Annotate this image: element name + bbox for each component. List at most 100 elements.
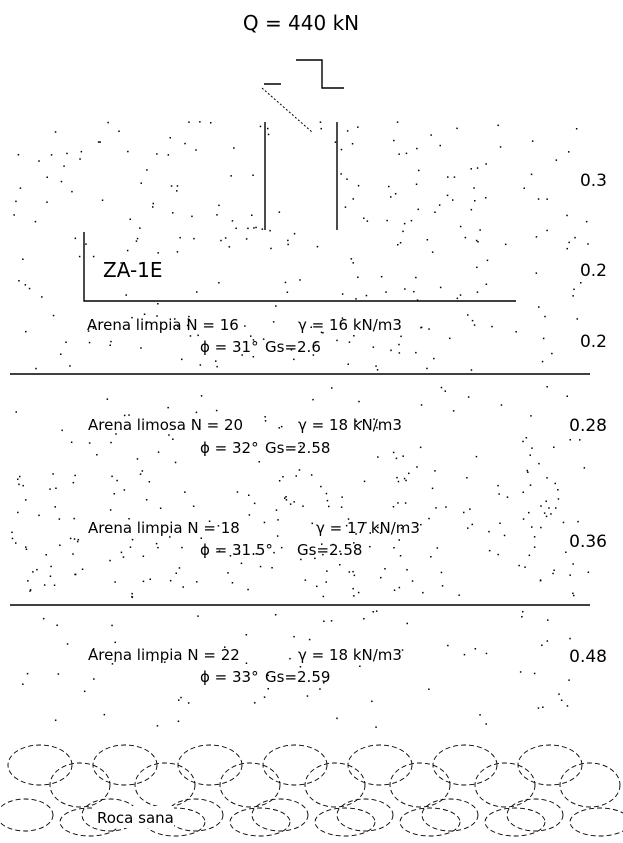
sand-dot (499, 146, 502, 148)
sand-dot (521, 616, 523, 618)
sand-dot (74, 474, 76, 477)
sand-dot (527, 471, 529, 473)
sand-dot (498, 493, 500, 495)
sand-dot (17, 511, 19, 514)
sand-dot (553, 569, 555, 571)
sand-dot (426, 367, 428, 370)
sand-dot (259, 125, 262, 128)
sand-dot (52, 314, 55, 317)
rock-shape (389, 762, 451, 808)
sand-dot (60, 180, 63, 183)
sand-dot (449, 337, 451, 340)
sand-dot (529, 454, 531, 456)
sand-dot (18, 280, 20, 282)
sand-dot (531, 526, 533, 528)
sand-dot (430, 134, 432, 136)
rock-shape (251, 798, 309, 832)
sand-dot (120, 551, 123, 554)
sand-dot (241, 354, 243, 356)
sand-dot (141, 470, 144, 472)
sand-dot (346, 130, 349, 132)
sand-dot (533, 672, 536, 675)
sand-dot (255, 553, 258, 555)
sand-dot (316, 585, 318, 588)
sand-dot (316, 245, 319, 248)
sand-dot (322, 553, 324, 556)
sand-dot (258, 461, 260, 463)
sand-dot (27, 580, 29, 582)
rock-shape (166, 798, 224, 832)
sand-dot (539, 579, 542, 582)
sand-dot (452, 199, 454, 201)
layer-gamma: γ = 17 kN/m3 (316, 519, 420, 537)
sand-dot (42, 617, 45, 620)
sand-dot (227, 572, 229, 574)
sand-dot (25, 548, 28, 550)
sand-dot (535, 236, 538, 238)
layer-phi: ϕ = 33° (200, 668, 259, 686)
sand-dot (57, 673, 60, 675)
sand-dot (253, 227, 255, 229)
sand-dot (321, 543, 323, 545)
sand-dot (293, 232, 296, 235)
sand-dot (323, 682, 325, 684)
sand-dot (459, 294, 462, 296)
sand-dot (107, 121, 109, 124)
sand-dot (244, 325, 246, 327)
sand-dot (58, 518, 61, 520)
sand-dot (488, 530, 490, 533)
sand-dot (467, 527, 469, 529)
sand-dot (267, 133, 270, 136)
sand-dot (397, 502, 399, 504)
sand-dot (392, 451, 395, 454)
sand-dot (22, 484, 24, 487)
sand-dot (131, 316, 133, 319)
layer-name: Arena limosa N = 20 (88, 416, 243, 434)
sand-dot (557, 489, 559, 491)
sand-dot (49, 575, 52, 577)
sand-dot (54, 506, 56, 508)
sand-dot (113, 493, 115, 495)
sand-dot (540, 505, 542, 507)
layer-phi: ϕ = 31.5° (200, 541, 273, 559)
sand-dot (295, 475, 297, 477)
sand-dot (110, 340, 112, 343)
sand-dot (395, 457, 398, 460)
sand-dot (230, 175, 232, 177)
sand-dot (397, 244, 399, 246)
sand-dot (306, 695, 309, 697)
layer-name: Arena limpia N = 22 (88, 646, 240, 664)
sand-dot (74, 237, 77, 240)
sand-dot (486, 259, 489, 262)
sand-dot (300, 558, 302, 561)
sand-dot (122, 556, 125, 558)
sand-dot (11, 537, 14, 540)
sand-dot (422, 591, 424, 594)
sand-dot (285, 499, 288, 501)
sand-dot (538, 462, 540, 465)
sand-dot (253, 502, 256, 505)
sand-dot (293, 635, 295, 638)
sand-dot (332, 543, 334, 546)
sand-dot (55, 487, 57, 489)
sand-dot (411, 580, 414, 582)
sand-dot (416, 147, 418, 150)
sand-dot (363, 480, 366, 483)
sand-dot (542, 337, 545, 340)
sand-dot (310, 326, 312, 328)
sand-dot (388, 185, 390, 188)
sand-dot (439, 286, 442, 289)
layer-gs: Gs=2.58 (265, 439, 330, 457)
sand-dot (157, 252, 159, 254)
sand-dot (81, 568, 84, 570)
sand-dot (452, 410, 455, 412)
sand-dot (94, 526, 96, 528)
sand-dot (554, 482, 556, 485)
sand-dot (312, 398, 314, 401)
sand-dot (159, 507, 162, 509)
sand-dot (92, 648, 95, 650)
rock-shape (314, 807, 376, 837)
sand-dot (273, 551, 275, 554)
sand-dot (50, 154, 53, 156)
sand-dot (252, 174, 254, 176)
